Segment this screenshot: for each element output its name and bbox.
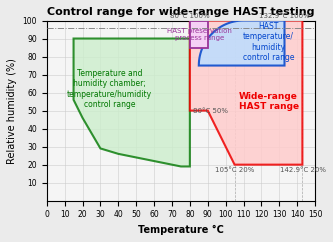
X-axis label: Temperature °C: Temperature °C xyxy=(138,225,224,235)
Text: HAST preservation
process range: HAST preservation process range xyxy=(167,28,232,40)
Text: 105°C 20%: 105°C 20% xyxy=(215,167,254,173)
Polygon shape xyxy=(190,21,302,165)
Text: 80°C 50%: 80°C 50% xyxy=(193,108,228,113)
Y-axis label: Relative humidity (%): Relative humidity (%) xyxy=(7,58,17,164)
Text: HAST
temperature/
humidity
control range: HAST temperature/ humidity control range xyxy=(243,22,294,62)
Text: 132.9°C 100%: 132.9°C 100% xyxy=(259,13,310,19)
Polygon shape xyxy=(74,38,190,166)
Text: 80°C 100%: 80°C 100% xyxy=(170,13,210,19)
Text: Temperature and
humidity chamber;
temperature/humidity
control range: Temperature and humidity chamber; temper… xyxy=(67,69,152,109)
Text: Wide-range
HAST range: Wide-range HAST range xyxy=(238,92,299,111)
Bar xyxy=(190,21,208,47)
Title: Control range for wide-range HAST testing: Control range for wide-range HAST testin… xyxy=(47,7,315,17)
Text: 142.9°C 20%: 142.9°C 20% xyxy=(280,167,326,173)
Polygon shape xyxy=(199,21,284,66)
